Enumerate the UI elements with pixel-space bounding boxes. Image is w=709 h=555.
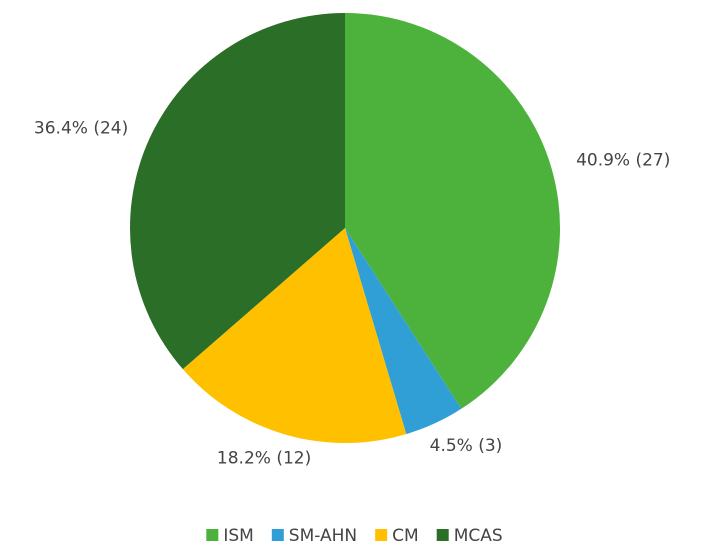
legend-swatch: [375, 529, 388, 541]
pie-slice: [182, 228, 407, 443]
legend-label: ISM: [223, 526, 253, 546]
pie-slice: [345, 228, 462, 435]
legend-label: SM-AHN: [289, 526, 357, 546]
legend: ISM SM-AHN CM MCAS: [206, 526, 503, 546]
data-label: 18.2% (12): [217, 448, 311, 468]
data-label: 40.9% (27): [576, 150, 670, 170]
data-label: 4.5% (3): [430, 436, 503, 456]
legend-label: MCAS: [454, 526, 503, 546]
legend-swatch: [206, 529, 219, 541]
legend-swatch: [436, 529, 449, 541]
pie-slice: [345, 13, 560, 409]
legend-swatch: [271, 529, 284, 541]
pie-slice: [130, 13, 345, 370]
legend-label: CM: [392, 526, 419, 546]
data-label: 36.4% (24): [34, 119, 128, 139]
